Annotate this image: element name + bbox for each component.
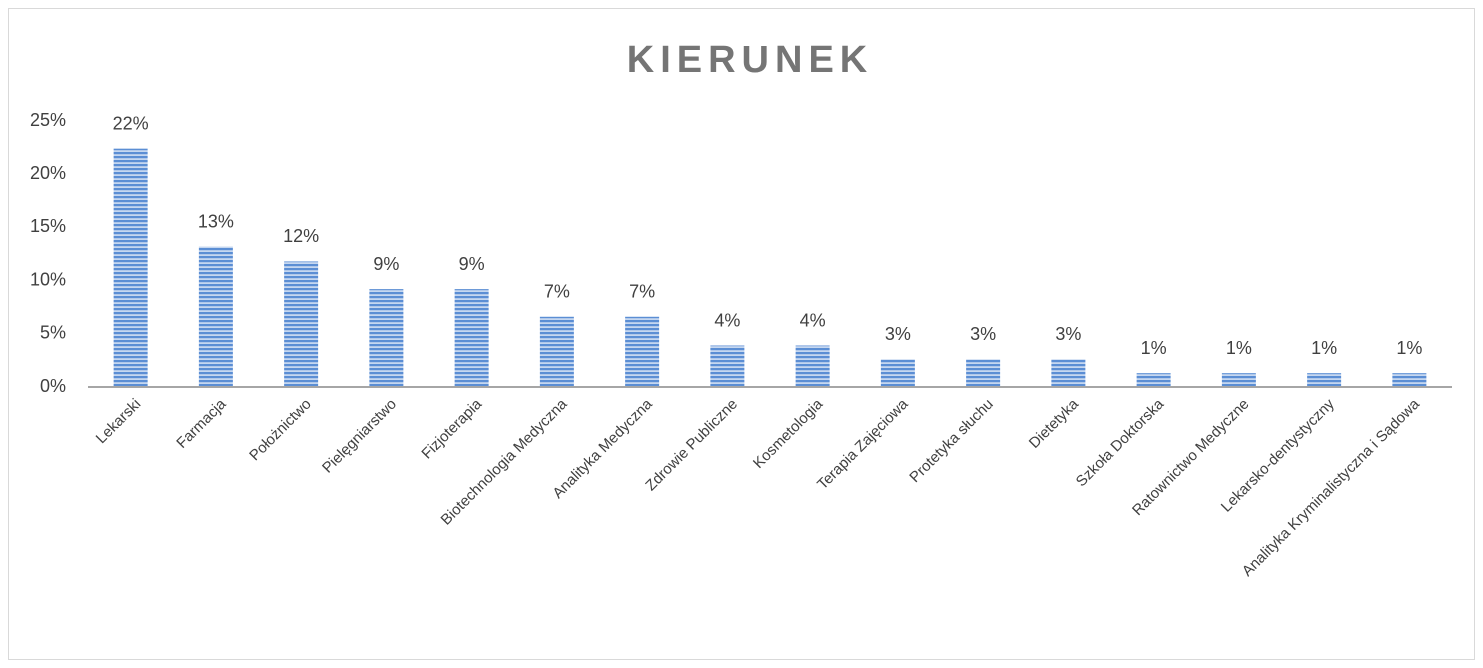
bar: [795, 345, 830, 387]
value-label: 3%: [1055, 324, 1081, 344]
bar: [198, 246, 233, 387]
value-label: 1%: [1226, 338, 1252, 358]
value-label: 3%: [970, 324, 996, 344]
value-label: 9%: [373, 254, 399, 274]
bar: [710, 345, 745, 387]
y-tick-label: 0%: [40, 376, 66, 396]
y-tick-label: 10%: [30, 269, 66, 289]
bar: [284, 261, 319, 387]
bar: [1051, 359, 1086, 387]
bar: [113, 148, 148, 387]
y-tick-label: 20%: [30, 163, 66, 183]
value-label: 1%: [1141, 338, 1167, 358]
value-label: 4%: [714, 310, 740, 330]
chart-frame: [8, 8, 1475, 660]
value-label: 13%: [198, 211, 234, 231]
chart-title: KIERUNEK: [627, 39, 873, 81]
value-label: 22%: [113, 113, 149, 133]
y-tick-label: 5%: [40, 323, 66, 343]
y-tick-label: 15%: [30, 216, 66, 236]
value-label: 4%: [800, 310, 826, 330]
bar: [625, 316, 660, 387]
bar: [1221, 373, 1256, 387]
bar: [539, 316, 574, 387]
y-tick-label: 25%: [30, 110, 66, 130]
bar: [966, 359, 1001, 387]
value-label: 7%: [544, 282, 570, 302]
value-label: 1%: [1396, 338, 1422, 358]
value-label: 1%: [1311, 338, 1337, 358]
bar: [1392, 373, 1427, 387]
value-label: 12%: [283, 226, 319, 246]
value-label: 9%: [459, 254, 485, 274]
bar: [369, 289, 404, 387]
value-label: 3%: [885, 324, 911, 344]
value-label: 7%: [629, 282, 655, 302]
bar: [880, 359, 915, 387]
bar: [454, 289, 489, 387]
bar: [1307, 373, 1342, 387]
bar: [1136, 373, 1171, 387]
